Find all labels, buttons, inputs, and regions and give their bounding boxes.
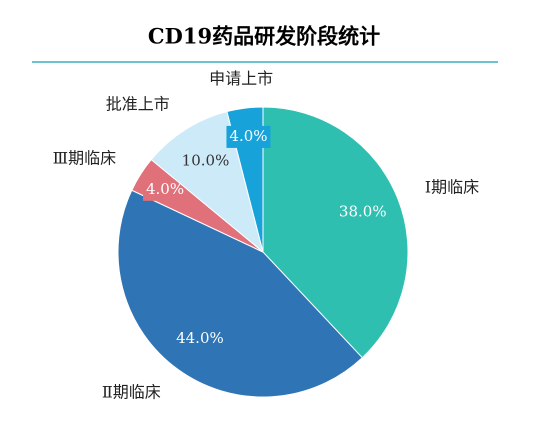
value-label: 10.0% [182,151,230,169]
value-label: 44.0% [176,329,224,347]
value-label-bg [143,178,188,201]
category-label: 批准上市 [106,95,170,114]
pie-slice [262,106,409,359]
category-label: 申请上市 [209,69,273,88]
value-label: 38.0% [339,203,387,221]
category-label: Ⅱ期临床 [102,382,161,401]
value-label-bg [226,125,271,148]
value-label: 4.0% [229,127,267,145]
pie-slice [117,189,363,398]
category-label: Ⅰ期临床 [425,177,479,196]
value-label: 4.0% [146,180,184,198]
category-label: Ⅲ期临床 [53,148,116,167]
chart-title: CD19药品研发阶段统计 [148,24,380,49]
